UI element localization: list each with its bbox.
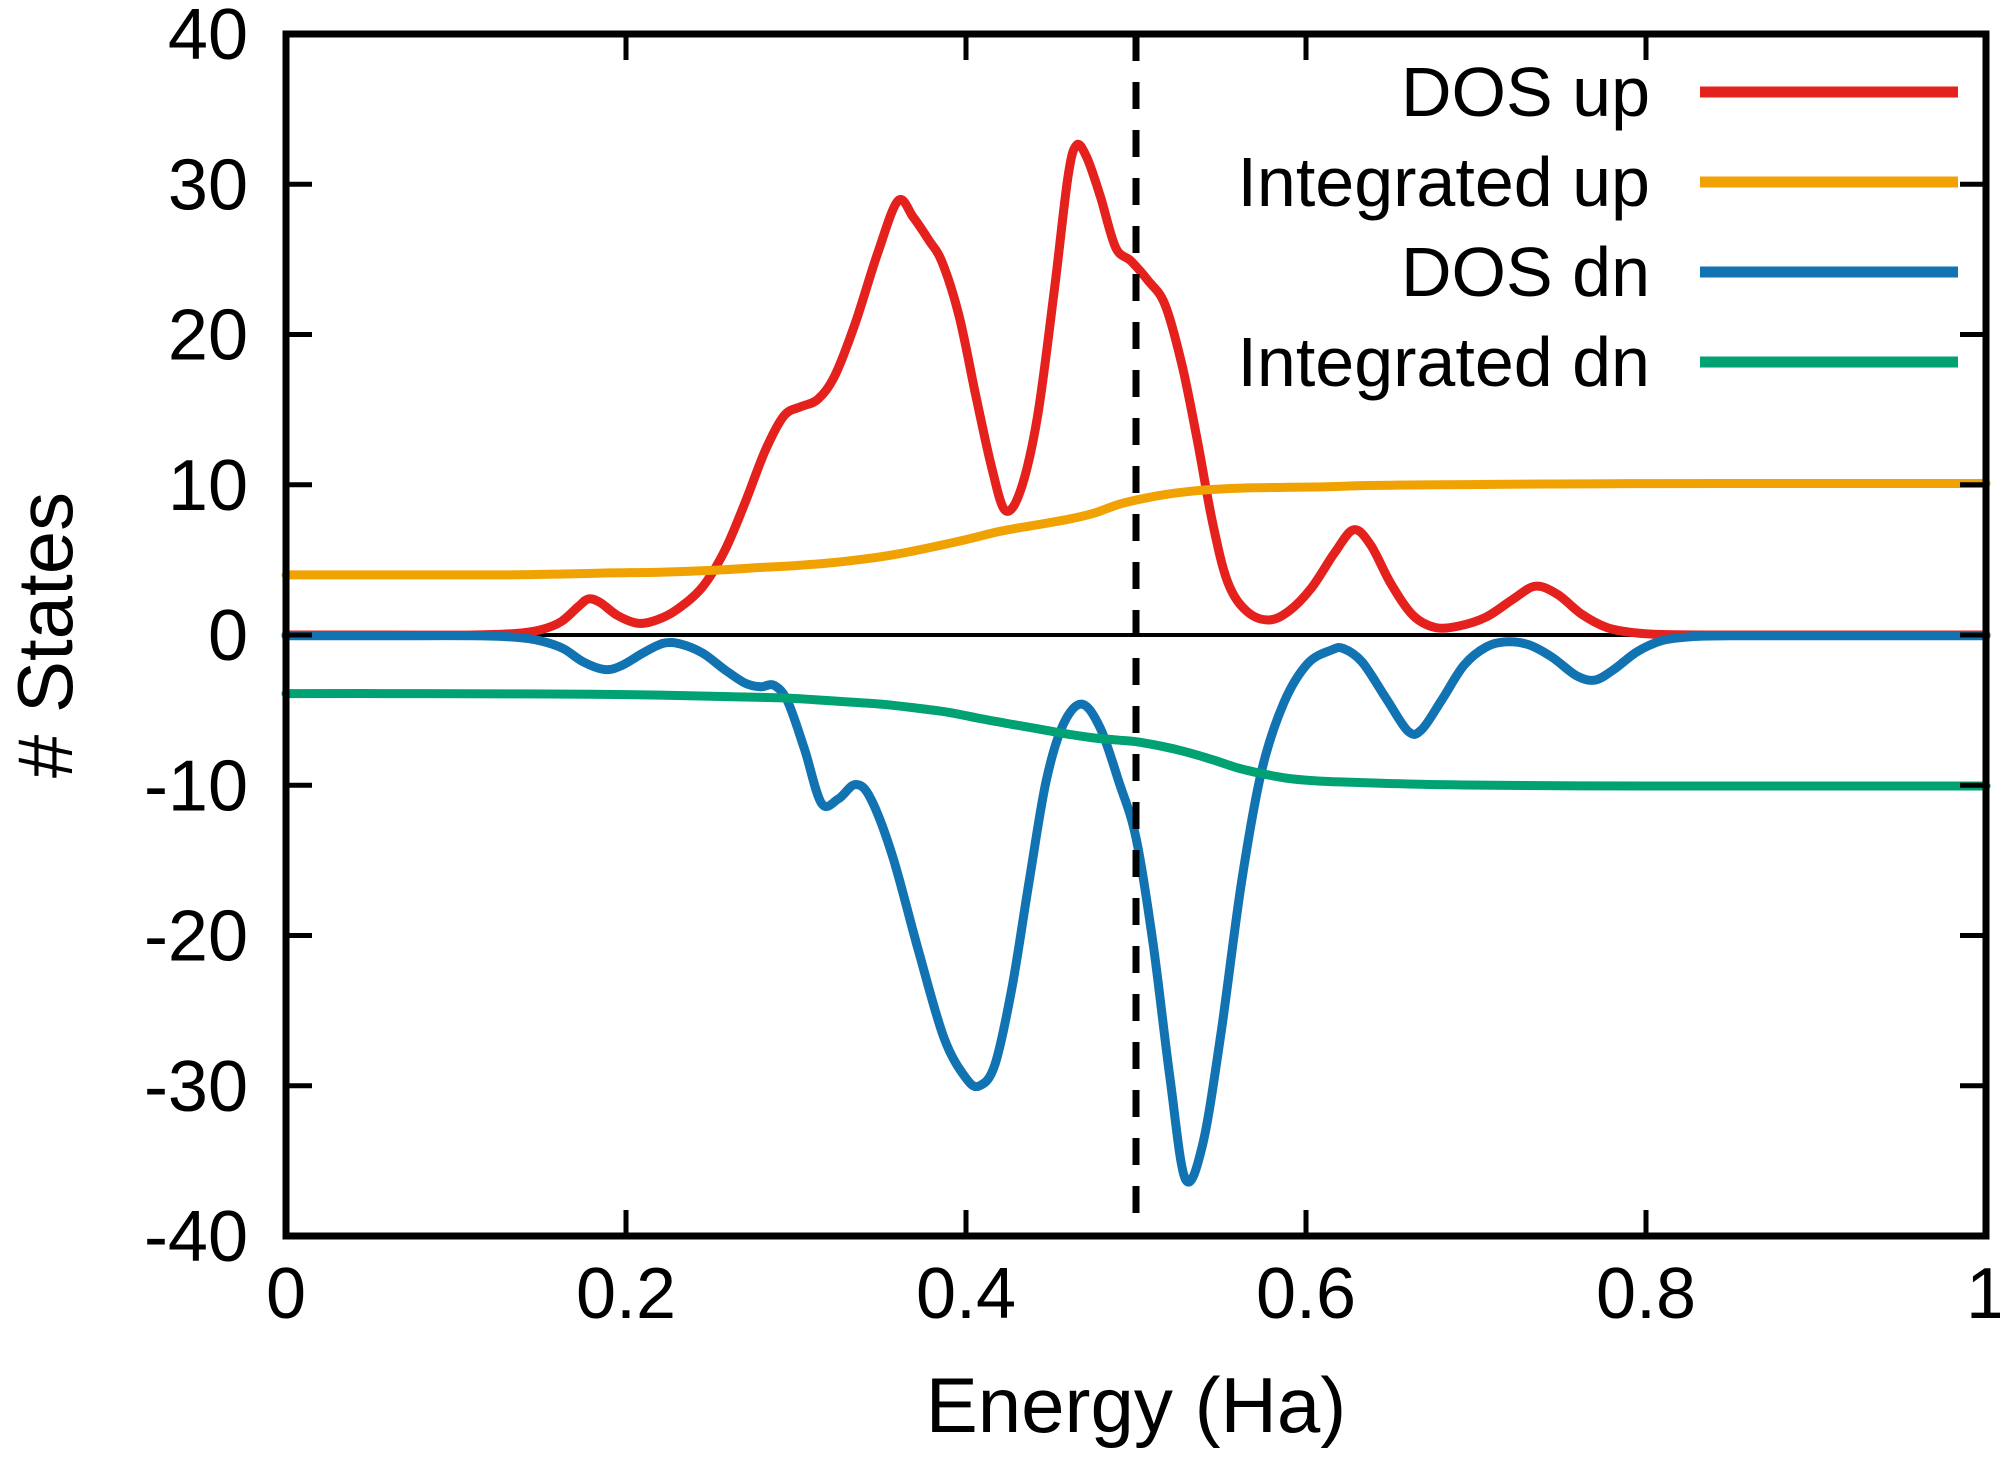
y-axis-label: # States: [1, 492, 89, 778]
x-tick-label: 1: [1966, 1254, 2000, 1334]
legend-label-dos-dn: DOS dn: [1401, 233, 1650, 311]
x-axis-label: Energy (Ha): [926, 1361, 1346, 1449]
tick-marks: [283, 31, 1989, 1239]
legend: DOS up Integrated up DOS dn Integrated dn: [1237, 53, 1958, 401]
x-tick-label: 0.6: [1256, 1254, 1356, 1334]
y-tick-label: -40: [144, 1197, 248, 1277]
legend-label-integrated-up: Integrated up: [1237, 143, 1650, 221]
integrated-up-curve: [281, 479, 1991, 580]
y-tick-label: 30: [168, 145, 248, 225]
y-tick-label: -30: [144, 1047, 248, 1127]
dos-dn-curve: [281, 631, 1991, 1187]
integrated-dn-curve: [281, 689, 1991, 791]
y-tick-label: 40: [168, 0, 248, 75]
x-tick-label: 0: [266, 1254, 306, 1334]
dos-up-curve: [281, 139, 1991, 640]
y-tick-label: 20: [168, 296, 248, 376]
legend-label-integrated-dn: Integrated dn: [1237, 323, 1650, 401]
y-tick-label: 10: [168, 446, 248, 526]
x-tick-label: 0.2: [576, 1254, 676, 1334]
y-tick-label: 0: [208, 596, 248, 676]
y-tick-label: -20: [144, 897, 248, 977]
x-tick-label: 0.8: [1596, 1254, 1696, 1334]
legend-label-dos-up: DOS up: [1401, 53, 1650, 131]
x-tick-label: 0.4: [916, 1254, 1016, 1334]
y-tick-label: -10: [144, 746, 248, 826]
